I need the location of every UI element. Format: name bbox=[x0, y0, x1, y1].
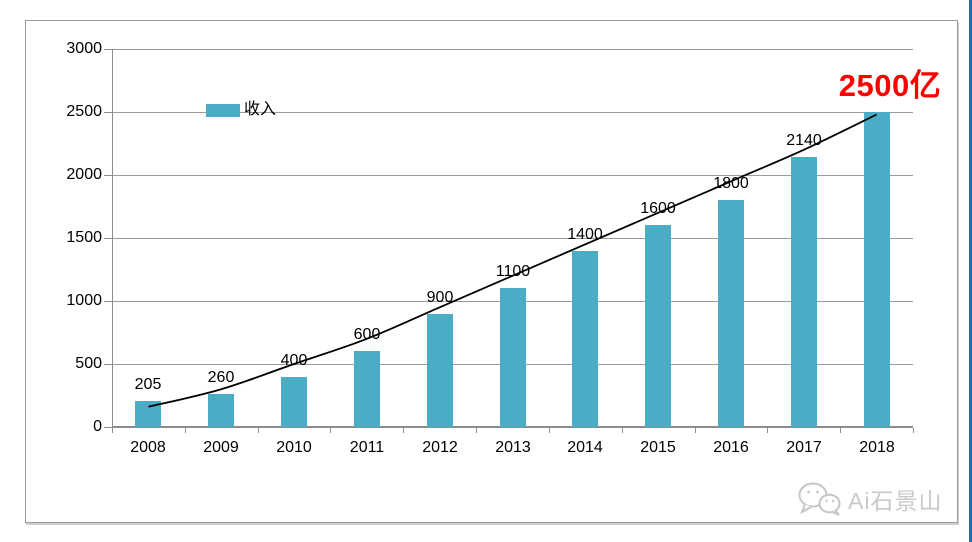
y-axis-label: 0 bbox=[93, 418, 102, 435]
legend-label: 收入 bbox=[244, 101, 277, 118]
y-axis-tick bbox=[104, 175, 112, 176]
window-edge bbox=[969, 0, 972, 542]
bar-value-label: 900 bbox=[426, 289, 454, 306]
bar-value-label: 260 bbox=[207, 369, 235, 386]
bar bbox=[500, 288, 526, 427]
x-axis-tick bbox=[330, 428, 331, 433]
x-axis-label: 2017 bbox=[786, 439, 822, 456]
bar-value-label: 1800 bbox=[713, 175, 749, 192]
watermark: Ai石景山 bbox=[796, 481, 942, 517]
y-axis-tick bbox=[104, 238, 112, 239]
y-axis-tick bbox=[104, 49, 112, 50]
bar bbox=[427, 314, 453, 427]
bar bbox=[208, 394, 234, 427]
annotation-2500: 2500亿 bbox=[838, 68, 942, 103]
x-axis-label: 2013 bbox=[495, 439, 531, 456]
legend-swatch bbox=[206, 104, 240, 117]
bar-value-label: 1100 bbox=[495, 263, 531, 280]
y-gridline bbox=[112, 49, 913, 50]
x-axis-label: 2011 bbox=[349, 439, 385, 456]
bar-value-label: 400 bbox=[280, 352, 308, 369]
x-axis-tick bbox=[840, 428, 841, 433]
bar-value-label: 205 bbox=[134, 376, 162, 393]
x-axis-label: 2014 bbox=[567, 439, 603, 456]
y-axis-label: 2000 bbox=[66, 166, 102, 183]
x-axis-label: 2009 bbox=[203, 439, 239, 456]
bar bbox=[718, 200, 744, 427]
y-axis-label: 2500 bbox=[66, 103, 102, 120]
x-axis-tick bbox=[403, 428, 404, 433]
x-axis-tick bbox=[622, 428, 623, 433]
x-axis-label: 2012 bbox=[422, 439, 458, 456]
y-axis-label: 1500 bbox=[66, 229, 102, 246]
x-axis-line bbox=[112, 426, 913, 428]
y-axis-label: 1000 bbox=[66, 292, 102, 309]
x-axis-tick bbox=[767, 428, 768, 433]
x-axis-tick bbox=[549, 428, 550, 433]
x-axis-label: 2018 bbox=[859, 439, 895, 456]
bar bbox=[645, 225, 671, 427]
bar bbox=[354, 351, 380, 427]
bar bbox=[572, 251, 598, 427]
x-axis-tick bbox=[258, 428, 259, 433]
x-axis-label: 2015 bbox=[640, 439, 676, 456]
bar bbox=[281, 377, 307, 427]
x-axis-tick bbox=[112, 428, 113, 433]
y-gridline bbox=[112, 112, 913, 113]
x-axis-tick bbox=[185, 428, 186, 433]
bar bbox=[864, 112, 890, 427]
x-axis-tick bbox=[695, 428, 696, 433]
y-axis-tick bbox=[104, 427, 112, 428]
x-axis-label: 2016 bbox=[713, 439, 749, 456]
y-axis-line bbox=[112, 49, 113, 428]
x-axis-tick bbox=[476, 428, 477, 433]
bar-value-label: 2140 bbox=[786, 132, 822, 149]
bar-value-label: 600 bbox=[353, 326, 381, 343]
y-axis-tick bbox=[104, 301, 112, 302]
wechat-icon bbox=[798, 482, 841, 516]
y-axis-tick bbox=[104, 112, 112, 113]
bar bbox=[135, 401, 161, 427]
bar-value-label: 1600 bbox=[640, 200, 676, 217]
y-axis-label: 3000 bbox=[66, 40, 102, 57]
y-axis-label: 500 bbox=[75, 355, 102, 372]
watermark-text: Ai石景山 bbox=[848, 488, 943, 514]
x-axis-label: 2010 bbox=[276, 439, 312, 456]
x-axis-tick bbox=[913, 428, 914, 433]
x-axis-label: 2008 bbox=[130, 439, 166, 456]
y-axis-tick bbox=[104, 364, 112, 365]
bar-value-label: 1400 bbox=[567, 226, 603, 243]
bar bbox=[791, 157, 817, 427]
